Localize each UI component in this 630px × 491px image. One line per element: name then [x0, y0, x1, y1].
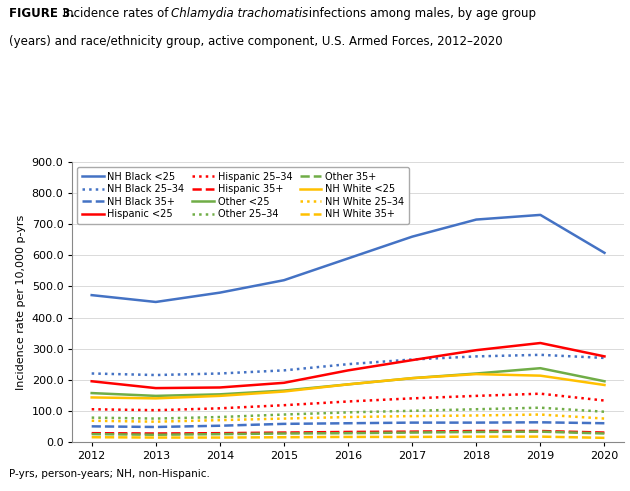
Text: FIGURE 3.: FIGURE 3.	[9, 7, 75, 20]
Text: infections among males, by age group: infections among males, by age group	[305, 7, 536, 20]
Text: Incidence rates of: Incidence rates of	[59, 7, 172, 20]
Text: P-yrs, person-years; NH, non-Hispanic.: P-yrs, person-years; NH, non-Hispanic.	[9, 469, 210, 479]
Text: Chlamydia trachomatis: Chlamydia trachomatis	[171, 7, 309, 20]
Y-axis label: Incidence rate per 10,000 p-yrs: Incidence rate per 10,000 p-yrs	[16, 215, 26, 389]
Legend: NH Black <25, NH Black 25–34, NH Black 35+, Hispanic <25, Hispanic 25–34, Hispan: NH Black <25, NH Black 25–34, NH Black 3…	[77, 167, 410, 224]
Text: (years) and race/ethnicity group, active component, U.S. Armed Forces, 2012–2020: (years) and race/ethnicity group, active…	[9, 35, 503, 48]
